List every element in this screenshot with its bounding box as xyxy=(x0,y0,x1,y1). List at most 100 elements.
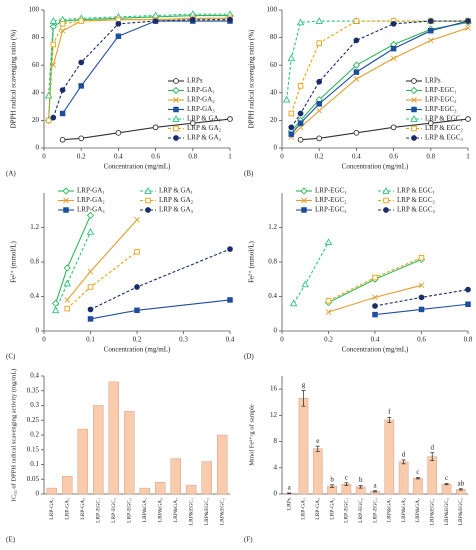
significance-letter: c xyxy=(445,474,448,482)
x-axis-label: Concentration (mg/mL) xyxy=(342,346,409,354)
bar xyxy=(384,419,395,495)
bar xyxy=(124,411,135,495)
legend-label: LRP-EGC₁ xyxy=(425,86,457,94)
legend-symbol xyxy=(172,86,180,95)
series-line xyxy=(300,118,469,141)
x-tick-label: 0 xyxy=(42,336,46,344)
legend-label: LRP & EGC₂ xyxy=(425,124,464,132)
y-tick-label: 12 xyxy=(270,411,278,419)
y-tick-label: 16 xyxy=(270,385,278,393)
legend-symbol xyxy=(411,97,417,103)
data-point xyxy=(428,27,434,34)
significance-letter: f xyxy=(388,408,391,416)
data-point xyxy=(353,69,360,75)
data-point xyxy=(64,297,71,303)
series-line xyxy=(62,118,231,141)
data-point xyxy=(51,306,60,314)
data-point xyxy=(390,124,397,131)
data-point xyxy=(287,54,296,62)
data-point xyxy=(316,101,322,107)
x-tick-label: 0.4 xyxy=(352,153,361,161)
bar xyxy=(155,481,166,495)
legend-label: LRP & GA₂ xyxy=(159,196,194,204)
data-point xyxy=(316,40,322,46)
y-tick-label: 60 xyxy=(270,61,278,69)
panel-label: (D) xyxy=(244,353,254,361)
x-tick-label: LRP&GA₂ xyxy=(158,498,164,522)
data-point xyxy=(227,297,233,303)
data-point xyxy=(78,18,84,24)
series-line xyxy=(62,20,230,114)
bar xyxy=(441,483,452,495)
data-point xyxy=(325,298,332,304)
x-tick-label: LRP&EGC₁ xyxy=(189,498,195,525)
legend-symbol xyxy=(410,115,418,122)
y-tick-label: 8 xyxy=(274,437,278,445)
legend-label: LRP-EGC₃ xyxy=(315,206,347,214)
x-tick-label: 0 xyxy=(280,153,284,161)
y-axis-label: DPPH radical scavenging ratio (%) xyxy=(10,29,18,128)
data-point xyxy=(78,59,85,66)
data-point xyxy=(465,18,471,24)
panel-label: (A) xyxy=(6,170,16,178)
legend-symbol xyxy=(173,106,179,113)
data-point xyxy=(296,18,305,26)
data-point xyxy=(45,117,52,124)
y-axis-label: IC₅₀ of DPPH radical scavenging activity… xyxy=(10,369,17,502)
legend-symbol xyxy=(383,197,389,204)
y-tick-label: 20 xyxy=(32,116,40,124)
legend-label: LRP & GA₂ xyxy=(187,124,222,132)
bar xyxy=(139,487,150,495)
y-axis-label: Fe²⁺ (mmol/L) xyxy=(10,240,18,282)
x-tick-label: 0.8 xyxy=(188,153,197,161)
data-point xyxy=(297,120,304,126)
data-point xyxy=(315,17,323,24)
legend-symbol xyxy=(411,125,417,132)
data-point xyxy=(64,305,70,312)
significance-letter: b xyxy=(330,475,334,483)
significance-letter: b xyxy=(359,476,363,484)
x-tick-label: LRP&GA₃ xyxy=(415,498,421,522)
y-tick-label: 1.2 xyxy=(30,223,39,231)
y-tick-label: 80 xyxy=(32,33,40,41)
data-point xyxy=(297,83,304,89)
x-tick-label: 0.2 xyxy=(77,153,86,161)
x-tick-label: 0.2 xyxy=(315,153,324,161)
data-point xyxy=(372,311,378,318)
x-tick-label: 0 xyxy=(42,153,46,161)
data-point xyxy=(297,136,304,143)
x-tick-label: LRP&EGC₂ xyxy=(444,498,450,525)
data-point xyxy=(465,286,471,293)
data-point xyxy=(465,301,471,308)
series-line xyxy=(293,241,329,304)
legend-label: LRP-GA₁ xyxy=(187,86,215,94)
data-point xyxy=(390,20,397,27)
legend-label: LRP & EGC₁ xyxy=(425,115,463,123)
bar xyxy=(312,448,323,495)
significance-letter: g xyxy=(302,381,306,389)
series-line xyxy=(90,299,231,320)
x-tick-label: LRP&GA₂ xyxy=(401,498,407,522)
data-point xyxy=(59,21,66,27)
legend-label: LRP & EGC₃ xyxy=(397,206,436,214)
x-tick-label: 1 xyxy=(228,153,232,161)
x-tick-label: LRP&GA₁ xyxy=(387,498,393,522)
data-point xyxy=(115,129,122,136)
legend-symbol xyxy=(300,187,308,195)
series-line xyxy=(48,13,230,96)
x-tick-label: LRP-GA₂ xyxy=(315,498,321,520)
x-tick-label: 0.1 xyxy=(86,336,95,344)
legend-label: LRP & GA₃ xyxy=(159,206,194,214)
data-point xyxy=(59,110,66,117)
legend-label: LRP-EGC₃ xyxy=(425,105,457,113)
x-tick-label: LRP-GA₂ xyxy=(65,498,71,520)
legend-symbol xyxy=(301,197,307,204)
x-tick-label: LRP-EGC₃ xyxy=(127,498,133,523)
data-point xyxy=(353,76,360,82)
y-tick-label: 0 xyxy=(36,327,40,335)
y-tick-label: 40 xyxy=(32,88,40,96)
data-point xyxy=(87,316,94,322)
legend-label: LRPs xyxy=(187,77,203,85)
y-axis-label: Mmol Fe²⁺/g of sample xyxy=(248,404,255,466)
legend-symbol xyxy=(410,86,418,95)
